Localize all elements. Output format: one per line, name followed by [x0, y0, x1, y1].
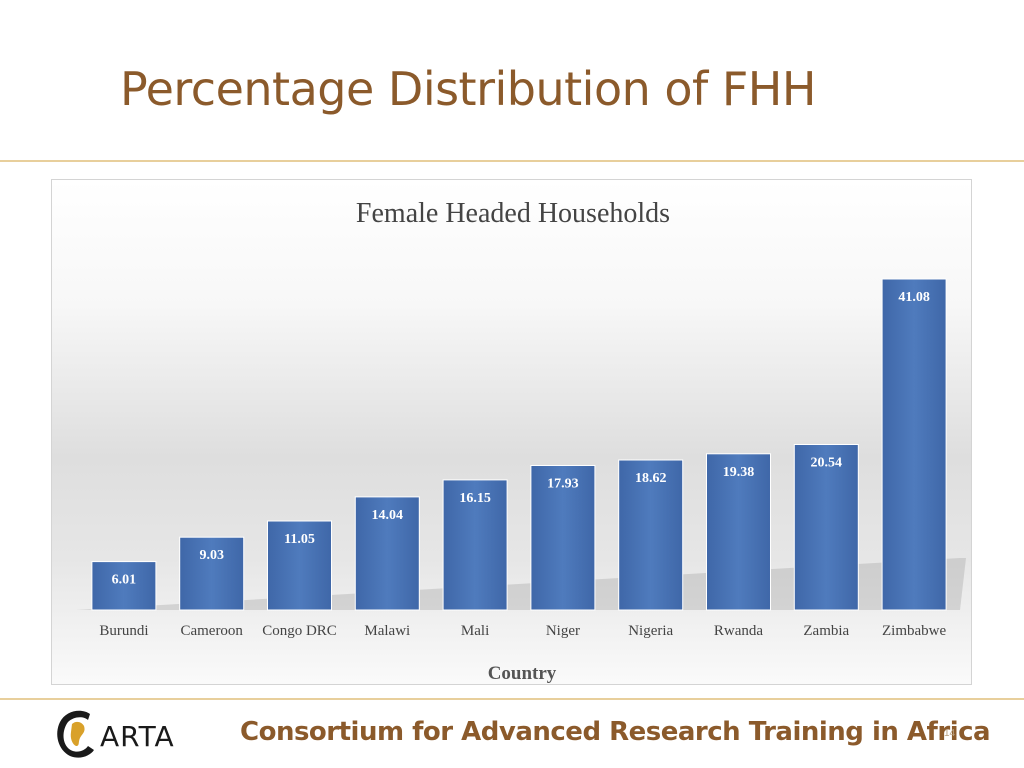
category-label: Niger: [546, 623, 580, 639]
category-label: Rwanda: [714, 623, 763, 639]
footer-organization-name: Consortium for Advanced Research Trainin…: [240, 717, 991, 747]
bar-nigeria: [618, 459, 684, 611]
value-label: 18.62: [635, 471, 667, 486]
category-label: Congo DRC: [262, 623, 337, 639]
category-tick-labels: Burundi Cameroon Congo DRC Malawi Mali Niger N…: [99, 623, 946, 639]
category-label: Malawi: [364, 623, 410, 639]
carta-logo-icon: [57, 710, 94, 758]
value-labels: 6.01 9.03 11.05 14.04 16.15 17.93 18.62 19.38 20…: [112, 290, 930, 588]
bar-mali: [442, 479, 508, 611]
x-axis-title: Country: [488, 663, 557, 684]
chart-title: Female Headed Households: [356, 198, 670, 229]
category-label: Cameroon: [180, 623, 243, 639]
value-label: 6.01: [112, 573, 136, 588]
category-label: Mali: [461, 623, 489, 639]
category-label: Burundi: [99, 623, 148, 639]
bar-cameroon: [179, 536, 245, 611]
title-divider: [0, 160, 1024, 162]
footer-divider: [0, 698, 1024, 700]
bar-zambia: [793, 444, 859, 611]
slide-title: Percentage Distribution of FHH: [120, 62, 816, 116]
value-label: 41.08: [898, 290, 930, 305]
bar-burundi: [91, 561, 157, 611]
chart-frame: 6.01 9.03 11.05 14.04 16.15 17.93 18.62 19.38 20…: [51, 179, 972, 685]
bar-chart: 6.01 9.03 11.05 14.04 16.15 17.93 18.62 19.38 20…: [76, 198, 966, 684]
category-label: Zimbabwe: [882, 623, 946, 639]
bars: [91, 278, 947, 611]
carta-logo: ARTA: [54, 708, 194, 760]
bar-malawi: [354, 496, 420, 611]
category-label: Zambia: [803, 623, 849, 639]
value-label: 20.54: [811, 456, 843, 471]
bar-zimbabwe: [881, 278, 947, 611]
value-label: 9.03: [199, 548, 224, 563]
bar-niger: [530, 465, 596, 611]
bar-rwanda: [706, 453, 771, 611]
value-label: 16.15: [459, 491, 491, 506]
value-label: 11.05: [284, 532, 315, 547]
logo-text: ARTA: [100, 720, 175, 753]
value-label: 17.93: [547, 477, 579, 492]
page-number: 14: [944, 728, 956, 739]
category-label: Nigeria: [628, 623, 673, 639]
value-label: 14.04: [372, 508, 404, 523]
bar-congo-drc: [267, 520, 332, 611]
value-label: 19.38: [723, 465, 755, 480]
